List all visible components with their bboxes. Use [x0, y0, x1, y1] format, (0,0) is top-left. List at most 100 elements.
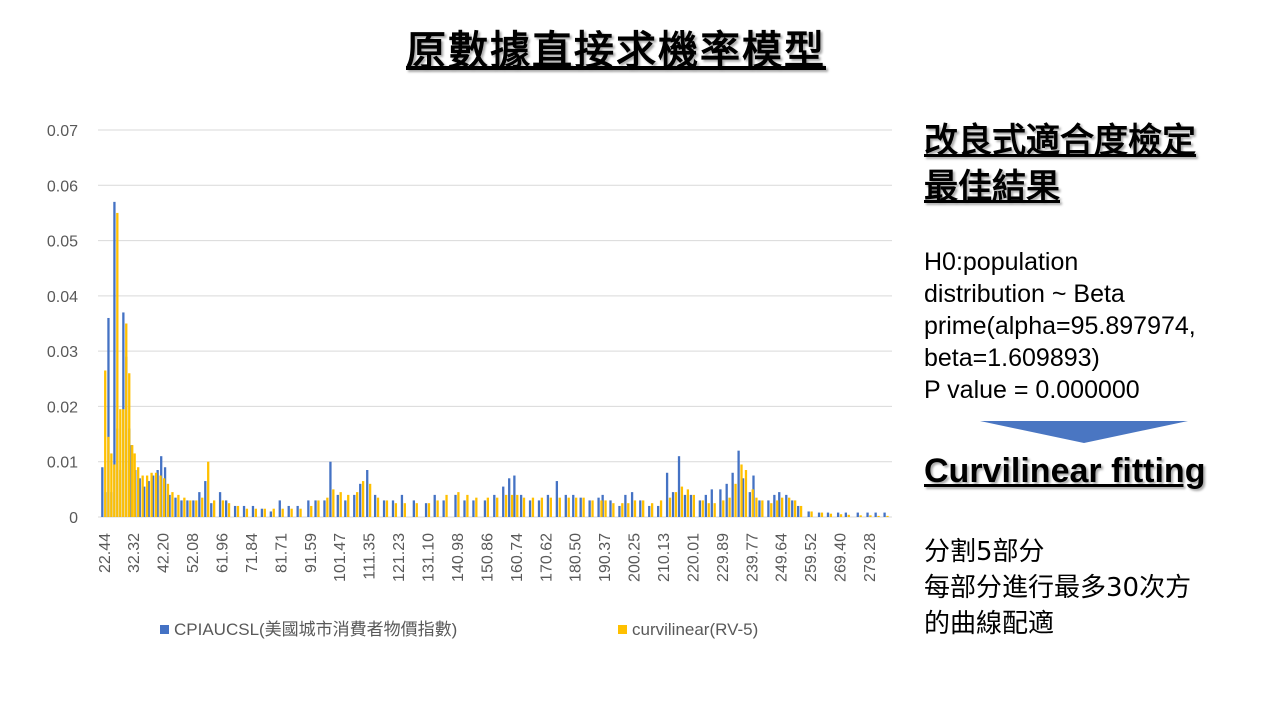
x-tick-label: 210.13 — [656, 533, 673, 582]
x-tick-label: 42.20 — [156, 533, 173, 573]
x-tick-label: 180.50 — [568, 533, 585, 582]
cpi-bar — [344, 500, 347, 517]
curvilinear-bar — [189, 500, 192, 517]
curvilinear-bar — [793, 500, 797, 517]
curvilinear-bar — [728, 497, 731, 517]
cpi-bar — [156, 470, 159, 517]
legend-swatch — [160, 625, 169, 634]
cpi-bar — [665, 472, 669, 517]
curvilinear-bar — [642, 500, 645, 517]
cpi-bar — [242, 505, 246, 517]
cpi-bar — [233, 505, 237, 517]
curvilinear-bar — [245, 508, 249, 517]
cpi-bar — [719, 489, 722, 517]
x-tick-label: 121.23 — [391, 533, 408, 582]
x-tick-label: 140.98 — [450, 533, 467, 582]
cpi-bar — [204, 481, 207, 517]
cpi-bar — [758, 500, 761, 517]
y-tick-label: 0 — [69, 510, 78, 527]
curvilinear-bar — [263, 508, 266, 517]
curvilinear-bar — [600, 500, 603, 517]
curvilinear-bar — [621, 503, 624, 517]
curvilinear-bar — [734, 483, 737, 517]
goodness-of-fit-heading: 改良式適合度檢定 最佳結果 — [924, 118, 1196, 210]
x-tick-label: 220.01 — [685, 533, 702, 582]
hypothesis-line: distribution ~ Beta — [924, 280, 1125, 308]
method-label: Curvilinear fitting — [924, 452, 1206, 490]
y-tick-label: 0.07 — [47, 123, 78, 140]
curvilinear-bar — [317, 500, 320, 517]
curvilinear-bar — [128, 373, 131, 517]
x-tick-label: 279.28 — [862, 533, 879, 582]
curvilinear-bar — [272, 508, 275, 517]
cpi-bar — [639, 500, 642, 517]
cpi-bar — [147, 481, 150, 517]
cpi-bar — [493, 494, 496, 517]
curvilinear-bar — [137, 467, 140, 517]
cpi-bar — [737, 450, 740, 517]
curvilinear-bar — [877, 515, 880, 517]
curvilinear-bar — [201, 497, 204, 517]
heading-line-1: 改良式適合度檢定 — [924, 121, 1196, 161]
cpi-bar — [624, 494, 627, 517]
cpi-bar — [400, 494, 404, 517]
curvilinear-bar — [310, 505, 313, 517]
curvilinear-bar — [707, 503, 710, 517]
cpi-bar — [579, 497, 582, 517]
cpi-bar — [778, 492, 781, 517]
x-tick-label: 32.32 — [126, 533, 143, 573]
cpi-bar — [874, 512, 877, 517]
curvilinear-bar — [281, 508, 284, 517]
cpi-bar — [597, 497, 600, 517]
cpi-bar — [454, 494, 457, 517]
curvilinear-bar — [701, 500, 704, 517]
cpi-bar — [296, 505, 299, 517]
cpi-bar — [704, 494, 707, 517]
curvilinear-bar — [567, 497, 570, 517]
cpi-bar — [671, 492, 675, 517]
curvilinear-bar — [886, 515, 889, 517]
x-tick-label: 239.77 — [744, 533, 761, 582]
curvilinear-bar — [740, 464, 743, 517]
cpi-bar — [323, 500, 326, 517]
curvilinear-bar — [496, 497, 499, 517]
cpi-bar — [101, 467, 104, 517]
x-tick-label: 200.25 — [627, 533, 644, 582]
cpi-bar — [329, 461, 332, 517]
cpi-bar — [287, 505, 290, 517]
curvilinear-bar — [133, 453, 136, 517]
curvilinear-bar — [713, 503, 716, 517]
cpi-bar — [618, 505, 621, 517]
cpi-bar — [588, 500, 591, 517]
cpi-bar — [817, 512, 821, 517]
hypothesis-line: prime(alpha=95.897974, — [924, 312, 1196, 340]
curvilinear-bar — [549, 497, 552, 517]
curvilinear-bar — [195, 500, 198, 517]
curvilinear-bar — [659, 500, 663, 517]
cpi-bar — [767, 500, 770, 517]
cpi-bar — [218, 492, 222, 517]
curvilinear-bar — [403, 503, 406, 517]
cpi-bar — [412, 500, 416, 517]
curvilinear-bar — [604, 500, 607, 517]
curvilinear-bar — [368, 483, 372, 517]
curvilinear-bar — [213, 500, 216, 517]
curvilinear-bar — [591, 500, 594, 517]
curvilinear-bar — [788, 497, 791, 517]
x-tick-label: 160.74 — [509, 533, 526, 582]
curvilinear-bar — [847, 514, 850, 517]
cpi-bar — [366, 470, 369, 517]
curvilinear-bar — [326, 497, 329, 517]
curvilinear-bar — [166, 483, 170, 517]
hypothesis-line: beta=1.609893) — [924, 344, 1100, 372]
x-tick-label: 71.84 — [244, 533, 261, 573]
curvilinear-bar — [770, 503, 773, 517]
cpi-bar — [731, 472, 734, 517]
curvilinear-bar — [141, 475, 144, 517]
cpi-bar — [225, 500, 228, 517]
curvilinear-bar — [236, 505, 240, 517]
curvilinear-bar — [582, 497, 585, 517]
cpi-bar — [210, 503, 213, 517]
curvilinear-bar — [574, 497, 578, 517]
x-tick-label: 22.44 — [97, 533, 114, 573]
